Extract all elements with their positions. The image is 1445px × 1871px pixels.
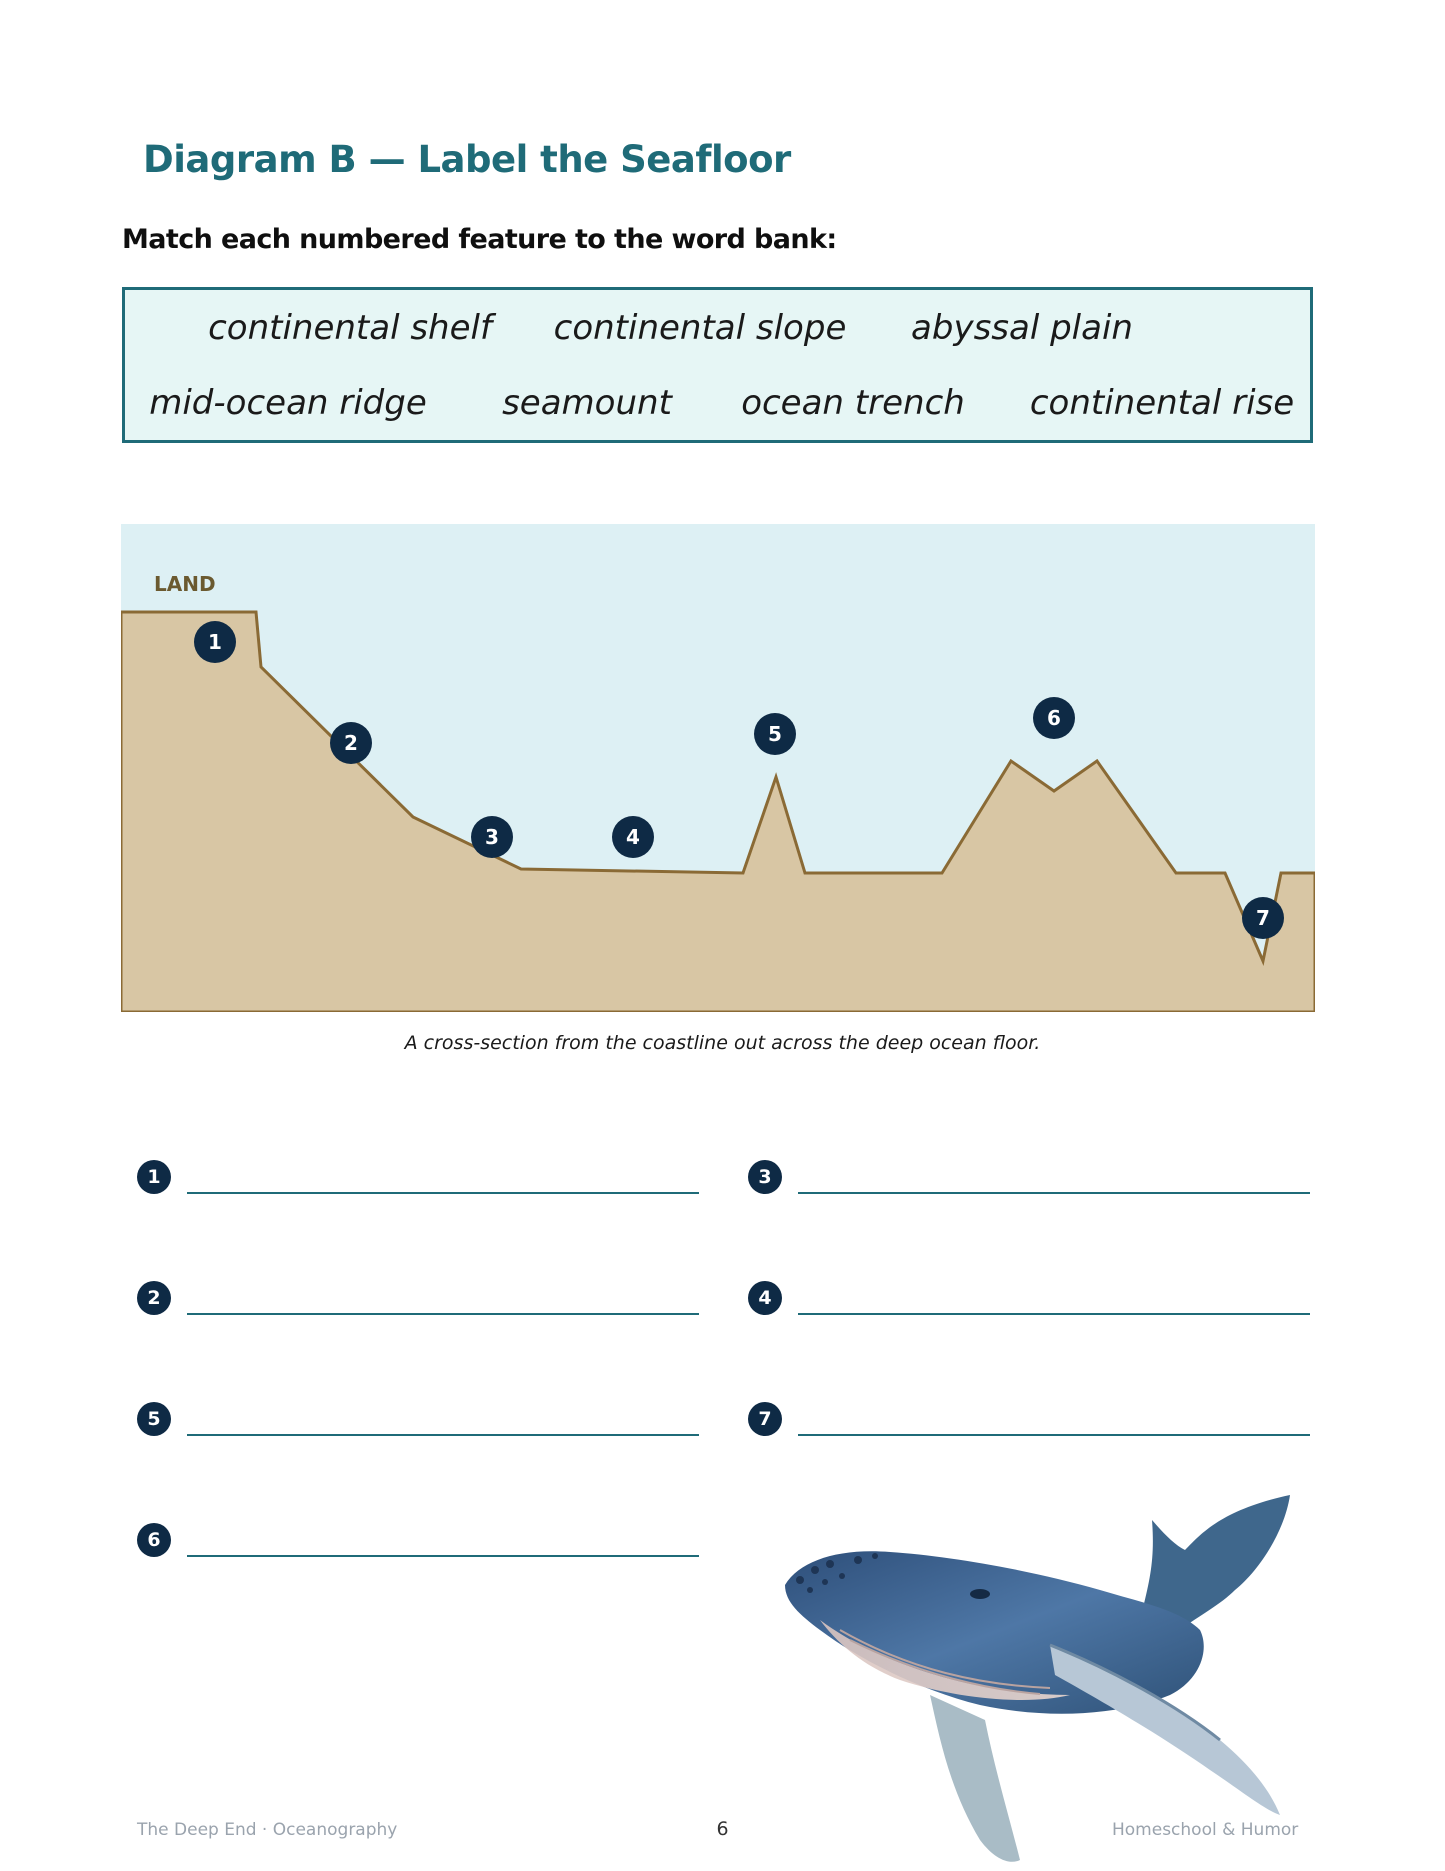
word-bank: continental shelf continental slope abys… [122, 287, 1313, 443]
marker-label: 6 [1047, 706, 1061, 730]
marker-label: 7 [1256, 906, 1270, 930]
answer-number: 7 [748, 1402, 782, 1436]
answer-row-6: 6 [137, 1523, 699, 1563]
word-bank-item: continental slope [553, 308, 847, 348]
answer-line[interactable] [187, 1192, 699, 1194]
answer-line[interactable] [187, 1313, 699, 1315]
answer-number: 5 [137, 1402, 171, 1436]
marker-label: 5 [768, 722, 782, 746]
marker-label: 3 [485, 825, 499, 849]
answer-row-4: 4 [748, 1281, 1310, 1321]
word-bank-item: abyssal plain [911, 308, 1133, 348]
footer-left: The Deep End · Oceanography [137, 1820, 398, 1840]
marker-label: 1 [208, 630, 222, 654]
answer-number: 6 [137, 1523, 171, 1557]
word-bank-item: ocean trench [741, 383, 965, 423]
diagram-caption: A cross-section from the coastline out a… [404, 1032, 1041, 1054]
page-title: Diagram B — Label the Seafloor [143, 138, 791, 181]
marker-4: 4 [612, 816, 654, 858]
answer-line[interactable] [798, 1313, 1310, 1315]
answer-line[interactable] [187, 1555, 699, 1557]
page-number: 6 [716, 1818, 729, 1840]
seafloor-profile [121, 610, 1315, 1012]
whale-illustration [785, 1495, 1290, 1862]
answer-row-5: 5 [137, 1402, 699, 1442]
word-bank-item: continental shelf [208, 308, 492, 348]
marker-3: 3 [471, 816, 513, 858]
marker-7: 7 [1242, 897, 1284, 939]
footer-right: Homeschool & Humor [1112, 1820, 1299, 1840]
land-label: LAND [154, 572, 216, 596]
answer-line[interactable] [798, 1434, 1310, 1436]
answer-number: 4 [748, 1281, 782, 1315]
answer-number: 1 [137, 1160, 171, 1194]
marker-6: 6 [1033, 697, 1075, 739]
instructions: Match each numbered feature to the word … [122, 224, 837, 255]
answer-line[interactable] [187, 1434, 699, 1436]
word-bank-item: continental rise [1029, 383, 1295, 423]
marker-1: 1 [194, 621, 236, 663]
answer-line[interactable] [798, 1192, 1310, 1194]
answer-row-7: 7 [748, 1402, 1310, 1442]
answer-row-1: 1 [137, 1160, 699, 1200]
answer-row-2: 2 [137, 1281, 699, 1321]
marker-label: 2 [344, 731, 358, 755]
answer-row-3: 3 [748, 1160, 1310, 1200]
answer-number: 3 [748, 1160, 782, 1194]
marker-2: 2 [330, 722, 372, 764]
marker-label: 4 [626, 825, 640, 849]
word-bank-item: seamount [502, 383, 672, 423]
seafloor-diagram: LAND 1 2 3 4 5 6 7 [121, 524, 1315, 1012]
word-bank-item: mid-ocean ridge [149, 383, 427, 423]
marker-5: 5 [754, 713, 796, 755]
answer-number: 2 [137, 1281, 171, 1315]
